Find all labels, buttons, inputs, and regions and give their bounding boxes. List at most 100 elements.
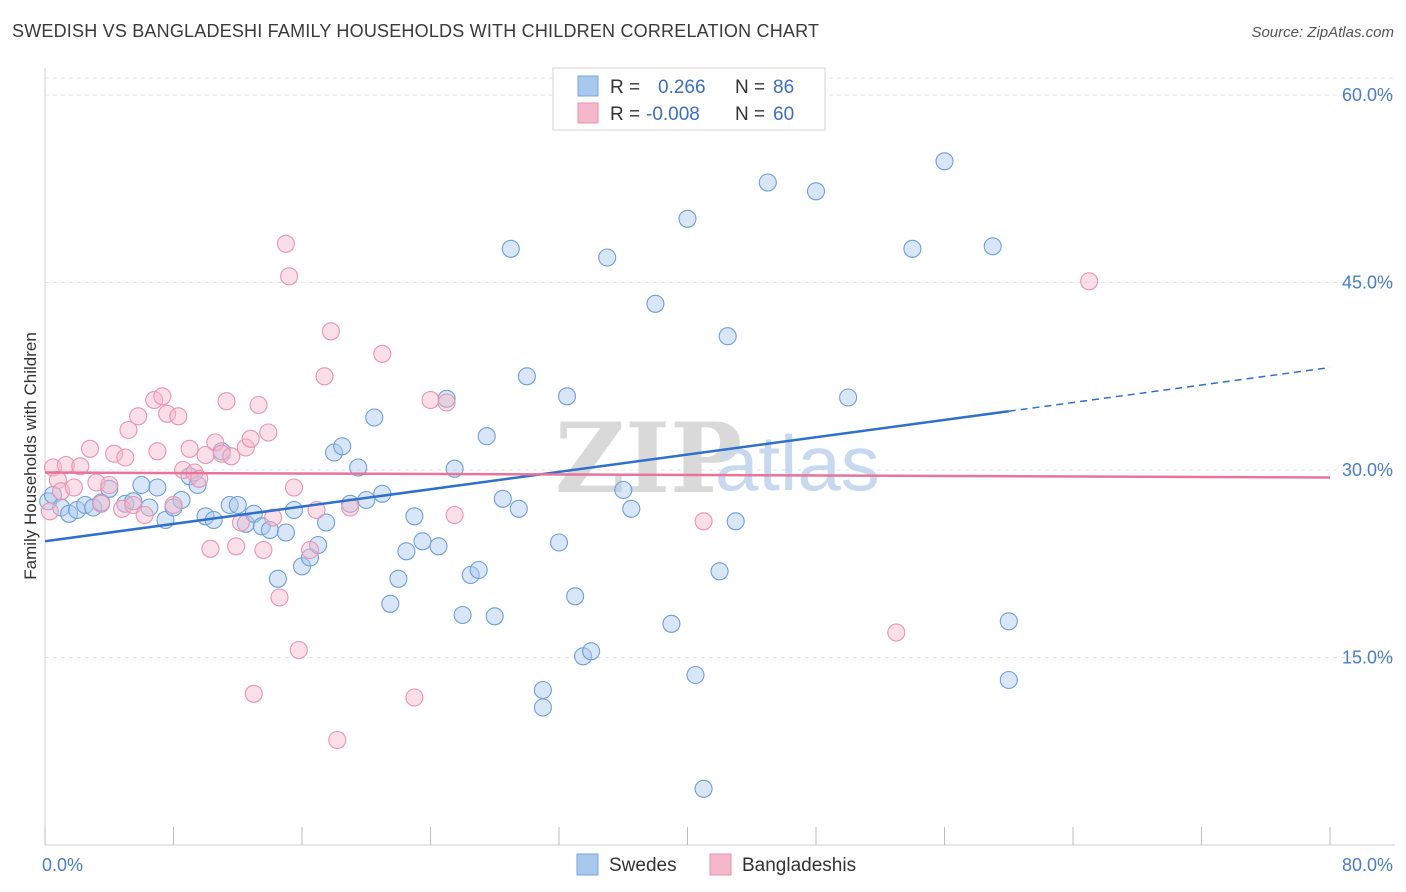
- swedes-point-22: [228, 495, 247, 515]
- swedes-point-29: [284, 500, 304, 520]
- bottom-legend-label-bangladeshis: Bangladeshis: [742, 855, 856, 876]
- y-tick-label-1: 30.0%: [1342, 460, 1393, 480]
- bangladeshis-point-6: [71, 457, 90, 476]
- bangladeshis-point-40: [254, 540, 273, 560]
- swedes-point-64: [582, 642, 601, 661]
- chart-title: SWEDISH VS BANGLADESHI FAMILY HOUSEHOLDS…: [12, 21, 820, 41]
- bangladeshis-point-61: [445, 505, 464, 525]
- legend-swatch-bangladeshis: [577, 102, 599, 124]
- swedes-point-43: [397, 542, 416, 561]
- bottom-legend-swatch-bangladeshis: [709, 853, 732, 876]
- bangladeshis-point-32: [217, 392, 236, 411]
- swedes-point-79: [903, 239, 922, 258]
- swedes-point-58: [533, 680, 552, 700]
- swedes-point-53: [485, 607, 504, 626]
- legend-r-value-swedes: 0.266: [658, 77, 706, 98]
- swedes-point-41: [381, 594, 400, 613]
- bangladeshis-point-37: [241, 429, 260, 448]
- bottom-legend-label-swedes: Swedes: [609, 855, 677, 876]
- bangladeshis-point-15: [124, 495, 143, 515]
- bangladeshis-point-12: [113, 499, 132, 518]
- bangladeshis-point-60: [1080, 272, 1099, 291]
- swedes-point-28: [276, 523, 295, 542]
- bangladeshis-point-22: [164, 495, 183, 515]
- legend-r-value-bangladeshis: -0.008: [646, 104, 700, 125]
- bangladeshis-point-0: [40, 502, 59, 521]
- legend-r-label-bangladeshis: R =: [610, 104, 640, 125]
- swedes-point-42: [389, 569, 408, 588]
- x-tick-labels: 0.0% 80.0%: [42, 855, 1393, 875]
- bangladeshis-point-11: [105, 444, 124, 463]
- bangladeshis-point-52: [328, 730, 347, 750]
- swedes-point-75: [726, 512, 745, 531]
- swedes-point-74: [718, 327, 737, 346]
- bangladeshis-point-48: [300, 540, 320, 560]
- swedes-point-77: [806, 182, 826, 201]
- bangladeshis-point-5: [64, 478, 83, 497]
- swedes-point-71: [686, 665, 705, 685]
- bangladeshis-point-13: [116, 448, 135, 467]
- bangladeshis-point-21: [158, 404, 177, 423]
- bangladeshis-point-42: [264, 508, 283, 527]
- swedes-point-51: [469, 560, 488, 580]
- watermark: ZIP atlas: [555, 402, 880, 515]
- swedes-point-56: [509, 499, 528, 518]
- swedes-point-39: [365, 408, 384, 427]
- bottom-legend: Swedes Bangladeshis: [576, 853, 856, 876]
- swedes-trend-line: [44, 410, 1009, 543]
- y-tick-label-2: 45.0%: [1342, 273, 1393, 293]
- legend-n-label-bangladeshis: N =: [735, 104, 765, 125]
- bangladeshis-point-23: [169, 407, 188, 426]
- bangladeshis-point-59: [887, 623, 906, 642]
- swedes-point-27: [268, 569, 287, 588]
- bangladeshis-point-29: [201, 539, 220, 558]
- bangladeshis-point-38: [244, 684, 263, 703]
- swedes-point-45: [413, 532, 432, 551]
- x-tick-label-1: 80.0%: [1342, 855, 1393, 875]
- watermark-zip: ZIP: [555, 402, 742, 515]
- bangladeshis-point-46: [284, 478, 304, 497]
- y-tick-labels: 15.0% 30.0% 45.0% 60.0%: [1342, 85, 1393, 668]
- bangladeshis-point-50: [315, 367, 334, 386]
- watermark-atlas: atlas: [715, 419, 880, 507]
- bangladeshis-point-17: [135, 505, 154, 525]
- bangladeshis-point-9: [92, 494, 111, 513]
- bangladeshis-point-51: [321, 322, 340, 341]
- bangladeshis-point-34: [227, 537, 246, 556]
- swedes-point-81: [983, 237, 1002, 256]
- bangladeshis-point-28: [196, 445, 215, 465]
- bangladeshis-point-14: [119, 420, 138, 440]
- bangladeshis-point-57: [437, 393, 456, 412]
- bangladeshis-point-20: [153, 387, 172, 406]
- bangladeshis-point-27: [190, 469, 209, 488]
- bangladeshis-point-39: [249, 395, 268, 415]
- bangladeshis-point-19: [148, 442, 167, 461]
- source-label: Source: ZipAtlas.com: [1251, 24, 1394, 41]
- legend-n-label-swedes: N =: [735, 77, 765, 98]
- swedes-point-10: [132, 475, 151, 495]
- bangladeshis-point-47: [289, 640, 308, 660]
- bangladeshis-point-54: [373, 344, 392, 363]
- swedes-point-52: [477, 427, 496, 446]
- bangladeshis-point-10: [100, 475, 119, 495]
- bangladeshis-point-25: [180, 439, 199, 458]
- swedes-point-54: [493, 489, 512, 508]
- swedes-point-12: [148, 478, 167, 497]
- swedes-point-46: [429, 537, 448, 556]
- swedes-trend-extension: [1008, 366, 1331, 412]
- swedes-point-67: [622, 499, 641, 518]
- swedes-point-72: [694, 779, 713, 798]
- axes: [44, 68, 1395, 846]
- swedes-point-65: [598, 248, 617, 267]
- swedes-point-80: [935, 152, 954, 171]
- swedes-point-73: [710, 562, 729, 581]
- swedes-point-57: [517, 367, 536, 386]
- swedes-point-55: [501, 239, 520, 258]
- bangladeshis-point-55: [405, 688, 424, 707]
- swedes-point-35: [333, 437, 352, 456]
- swedes-point-49: [453, 605, 472, 625]
- bangladeshis-point-33: [222, 447, 241, 466]
- legend-n-value-bangladeshis: 60: [773, 104, 794, 125]
- swedes-point-68: [646, 294, 665, 313]
